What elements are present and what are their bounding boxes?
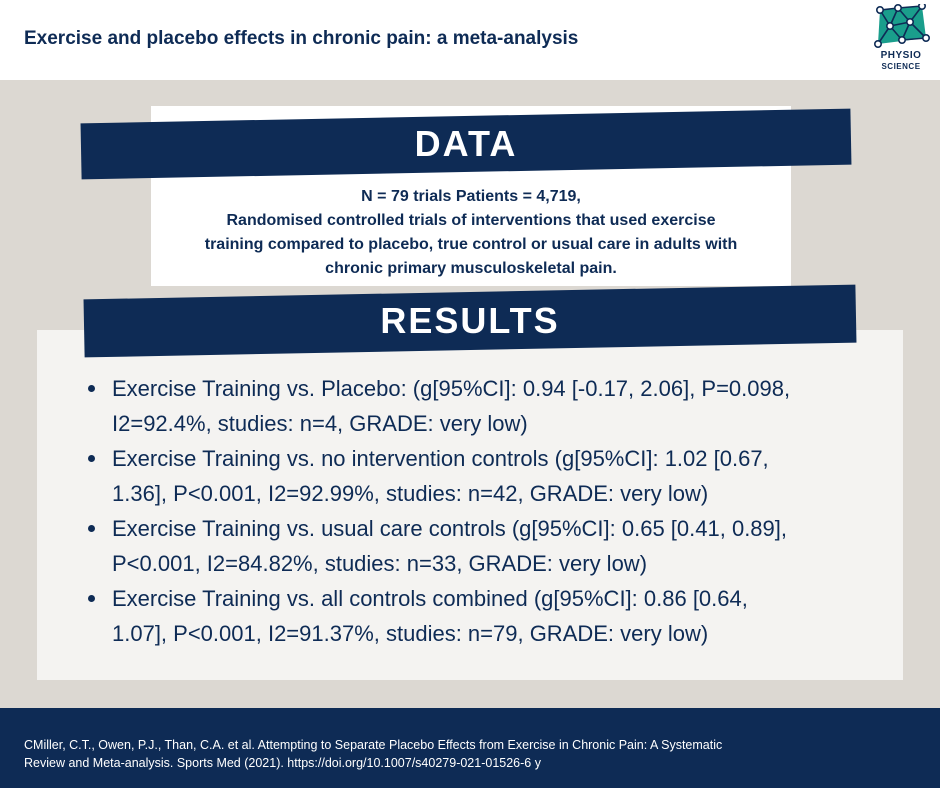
result-item-usual-care: Exercise Training vs. usual care control… (86, 511, 886, 581)
page-title: Exercise and placebo effects in chronic … (24, 28, 579, 49)
result-line: Exercise Training vs. Placebo: (g[95%CI]… (112, 376, 791, 401)
result-item-no-intervention: Exercise Training vs. no intervention co… (86, 441, 886, 511)
data-line: N = 79 trials Patients = 4,719, (361, 188, 581, 205)
header-bar: Exercise and placebo effects in chronic … (0, 0, 940, 80)
result-item-all-controls: Exercise Training vs. all controls combi… (86, 581, 886, 651)
result-line: 1.07], P<0.001, I2=91.37%, studies: n=79… (112, 621, 709, 646)
data-heading: DATA (414, 123, 518, 164)
result-item-placebo: Exercise Training vs. Placebo: (g[95%CI]… (86, 371, 886, 441)
result-line: I2=92.4%, studies: n=4, GRADE: very low) (112, 411, 528, 436)
citation-line: Review and Meta-analysis. Sports Med (20… (24, 756, 541, 770)
results-card (37, 330, 903, 680)
results-heading: RESULTS (380, 300, 560, 341)
molecule-network-icon (874, 1, 930, 48)
data-line: Randomised controlled trials of interven… (226, 212, 716, 229)
result-line: Exercise Training vs. no intervention co… (112, 446, 769, 471)
data-line: training compared to placebo, true contr… (204, 236, 738, 253)
results-list: Exercise Training vs. Placebo: (g[95%CI]… (86, 371, 886, 651)
data-description: N = 79 trials Patients = 4,719, Randomis… (151, 185, 791, 281)
data-line: chronic primary musculoskeletal pain. (325, 260, 617, 277)
footer-bar: CMiller, C.T., Owen, P.J., Than, C.A. et… (0, 708, 940, 788)
result-line: Exercise Training vs. usual care control… (112, 516, 788, 541)
physio-science-logo: PHYSIO SCIENCE (868, 1, 934, 76)
logo-text-physio: PHYSIO (880, 50, 922, 61)
result-line: 1.36], P<0.001, I2=92.99%, studies: n=42… (112, 481, 709, 506)
result-line: P<0.001, I2=84.82%, studies: n=33, GRADE… (112, 551, 648, 576)
result-line: Exercise Training vs. all controls combi… (112, 586, 748, 611)
citation: CMiller, C.T., Owen, P.J., Than, C.A. et… (24, 736, 904, 772)
citation-line: CMiller, C.T., Owen, P.J., Than, C.A. et… (24, 738, 723, 752)
logo-text-science: SCIENCE (881, 62, 921, 71)
